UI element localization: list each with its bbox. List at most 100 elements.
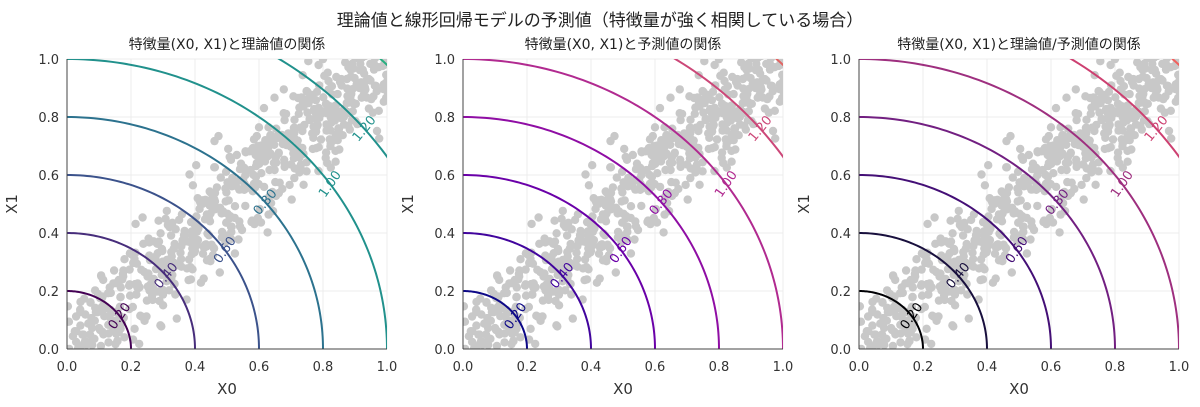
scatter-point: [1047, 204, 1057, 214]
scatter-point: [385, 93, 387, 100]
scatter-point: [260, 157, 270, 166]
scatter-point: [955, 220, 965, 230]
scatter-point: [156, 229, 165, 238]
scatter-point: [206, 257, 215, 266]
scatter-point: [923, 219, 932, 229]
scatter-point: [139, 239, 148, 248]
scatter-point: [665, 158, 675, 168]
y-tick-label: 0.8: [830, 111, 851, 126]
scatter-point: [730, 124, 739, 133]
scatter-point: [311, 96, 321, 105]
scatter-point: [954, 206, 963, 216]
scatter-point: [694, 126, 703, 136]
y-tick-label: 0.4: [434, 227, 455, 242]
scatter-point: [949, 289, 959, 298]
scatter-point: [379, 97, 387, 106]
scatter-point: [622, 212, 631, 221]
scatter-point: [386, 74, 387, 78]
scatter-point: [1071, 85, 1081, 94]
scatter-point: [689, 136, 698, 145]
scatter-point: [356, 59, 365, 69]
scatter-point: [199, 243, 209, 252]
scatter-point: [512, 292, 521, 302]
scatter-point: [553, 289, 563, 298]
contour-line-1.20: [277, 59, 387, 159]
scatter-point: [872, 294, 881, 303]
scatter-point: [372, 126, 382, 136]
scatter-point: [505, 279, 514, 288]
chart-title: 特徴量(X0, X1)と予測値の関係: [525, 37, 722, 53]
scatter-point: [742, 92, 751, 101]
y-tick-label: 0.2: [434, 285, 455, 300]
contour-line-1.40: [379, 59, 387, 67]
scatter-point: [104, 338, 113, 347]
scatter-point: [308, 144, 317, 154]
scatter-point: [896, 320, 905, 329]
scatter-point: [767, 81, 777, 91]
scatter-point: [859, 344, 866, 349]
scatter-point: [1061, 158, 1071, 168]
scatter-point: [945, 249, 954, 258]
scatter-point: [379, 84, 387, 94]
scatter-point: [259, 103, 269, 113]
scatter-point: [266, 131, 276, 140]
chart-title: 特徴量(X0, X1)と理論値の関係: [129, 37, 326, 53]
scatter-point: [709, 109, 718, 118]
scatter-point: [655, 103, 665, 113]
scatter-point: [482, 298, 491, 307]
scatter-point: [97, 272, 106, 281]
scatter-point: [937, 282, 946, 291]
scatter-point: [279, 85, 288, 94]
scatter-point: [650, 123, 660, 132]
contour-line-0.20: [859, 290, 924, 349]
scatter-point: [345, 125, 354, 134]
scatter-point: [1078, 160, 1088, 169]
scatter-point: [511, 302, 521, 311]
scatter-point: [707, 96, 717, 105]
y-tick-label: 0.6: [830, 169, 851, 184]
scatter-point: [1082, 173, 1091, 183]
scatter-point: [584, 181, 594, 190]
scatter-point: [274, 188, 283, 198]
contour-line-0.40: [67, 232, 196, 349]
scatter-point: [1122, 107, 1131, 117]
scatter-point: [248, 145, 257, 154]
contour-line-1.00: [463, 59, 783, 349]
scatter-point: [888, 341, 898, 349]
scatter-point: [113, 336, 122, 345]
scatter-point: [224, 144, 233, 154]
scatter-point: [1103, 96, 1113, 105]
scatter-point: [210, 136, 219, 146]
scatter-point: [722, 163, 731, 172]
scatter-point: [176, 248, 185, 257]
scatter-point: [624, 176, 633, 185]
scatter-point: [966, 215, 976, 225]
scatter-point: [934, 312, 943, 321]
scatter-point: [326, 163, 335, 172]
scatter-point: [115, 302, 125, 311]
plot-area: 0.200.400.600.801.001.20: [859, 59, 1179, 349]
scatter-point: [1154, 76, 1163, 85]
scatter-point: [990, 199, 999, 208]
scatter-point: [528, 259, 538, 268]
scatter-point: [255, 204, 265, 214]
scatter-point: [991, 243, 1001, 252]
scatter-point: [71, 337, 81, 347]
scatter-point: [1018, 212, 1027, 221]
scatter-point: [1143, 59, 1152, 63]
scatter-point: [1090, 126, 1099, 136]
scatter-point: [745, 99, 755, 109]
scatter-point: [226, 212, 235, 221]
scatter-point: [948, 229, 957, 238]
scatter-point: [1123, 157, 1132, 166]
scatter-point: [877, 330, 887, 339]
scatter-point: [626, 202, 636, 211]
scatter-point: [1002, 136, 1011, 146]
scatter-point: [167, 247, 176, 257]
scatter-point: [1058, 131, 1068, 140]
scatter-point: [700, 59, 709, 66]
scatter-point: [483, 313, 492, 323]
scatter-point: [859, 302, 865, 311]
scatter-point: [550, 216, 559, 225]
scatter-point: [344, 62, 353, 72]
